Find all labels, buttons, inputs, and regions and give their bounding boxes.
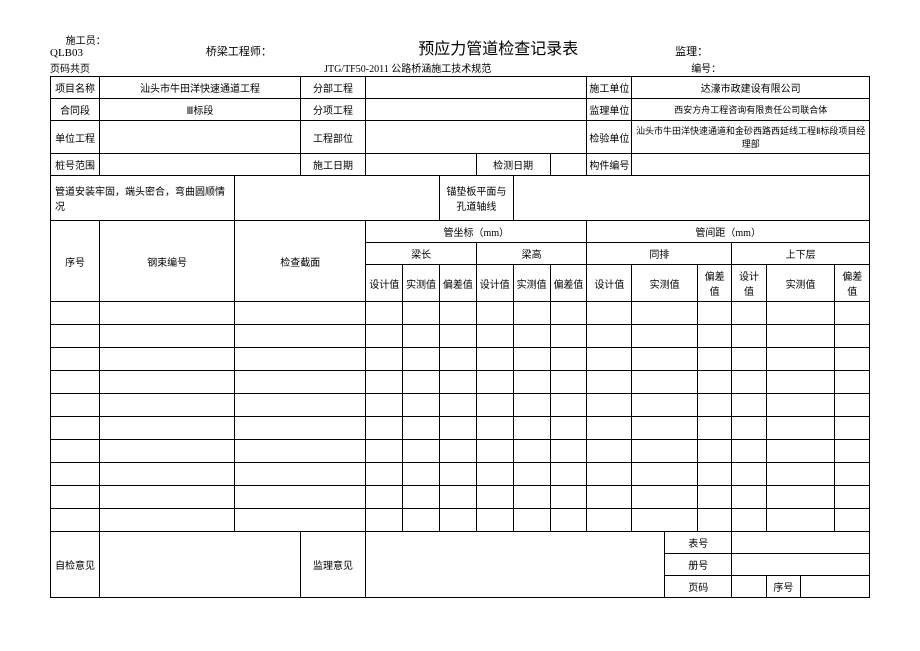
header-meta: QLB03 施工员： 桥梁工程师： 预应力管道检查记录表 监理：: [50, 35, 870, 59]
pile-range-value: [100, 154, 301, 176]
anchor-pad-value: [513, 176, 869, 221]
pipe-install-value: [235, 176, 440, 221]
construction-date-value: [366, 154, 477, 176]
pipe-install-label: 管道安装牢固，端头密合，弯曲圆顺情况: [51, 176, 235, 221]
book-no-value: [732, 554, 870, 576]
construction-unit: 达濠市政建设有限公司: [632, 77, 870, 99]
subitem-value: [366, 99, 587, 121]
bridge-engineer-label: 桥梁工程师：: [206, 46, 272, 58]
inspection-unit-label: 检验单位: [587, 121, 632, 154]
supervision-opinion-value: [366, 532, 665, 598]
pile-range-label: 桩号范围: [51, 154, 100, 176]
main-table: 项目名称 汕头市牛田洋快速通道工程 分部工程 施工单位 达濠市政建设有限公司 合…: [50, 76, 870, 598]
form-number-label: 编号：: [691, 64, 721, 75]
col-seq: 序号: [51, 221, 100, 302]
page-no-label: 页码: [665, 576, 732, 598]
component-number-value: [632, 154, 870, 176]
table-no-value: [732, 532, 870, 554]
col-beam-height: 梁高: [476, 243, 587, 265]
col-measured-4: 实测值: [766, 265, 835, 302]
info-row-2: 合同段 Ⅲ标段 分项工程 监理单位 西安方舟工程咨询有限责任公司联合体: [51, 99, 870, 121]
supervision-unit: 西安方舟工程咨询有限责任公司联合体: [632, 99, 870, 121]
construction-date-label: 施工日期: [300, 154, 366, 176]
col-up-down: 上下层: [732, 243, 870, 265]
data-row: [51, 463, 870, 486]
col-deviation-3: 偏差值: [697, 265, 731, 302]
data-row: [51, 325, 870, 348]
col-pipe-dist: 管间距（mm）: [587, 221, 870, 243]
data-row: [51, 302, 870, 325]
header-row-1: 序号 钢束编号 检查截面 管坐标（mm） 管间距（mm）: [51, 221, 870, 243]
project-part-value: [366, 121, 587, 154]
unit-project-label: 单位工程: [51, 121, 100, 154]
col-deviation-2: 偏差值: [550, 265, 587, 302]
info-row-4: 桩号范围 施工日期 检测日期 构件编号: [51, 154, 870, 176]
col-bundle: 钢束编号: [100, 221, 235, 302]
seq-no-value: [801, 576, 870, 598]
data-row: [51, 371, 870, 394]
contract-label: 合同段: [51, 99, 100, 121]
component-number-label: 构件编号: [587, 154, 632, 176]
subproject-label: 分部工程: [300, 77, 366, 99]
form-title: 预应力管道检查记录表: [381, 35, 615, 59]
col-measured-2: 实测值: [513, 265, 550, 302]
col-section: 检查截面: [235, 221, 366, 302]
data-row: [51, 417, 870, 440]
subitem-label: 分项工程: [300, 99, 366, 121]
inspection-unit: 汕头市牛田洋快速通道和金砂西路西延线工程Ⅱ标段项目经理部: [632, 121, 870, 154]
detection-date-value: [550, 154, 587, 176]
col-deviation-1: 偏差值: [439, 265, 476, 302]
col-same-row: 同排: [587, 243, 732, 265]
spec-label: JTG/TF50-2011 公路桥涵施工技术规范: [324, 64, 491, 75]
data-row: [51, 486, 870, 509]
info-row-3: 单位工程 工程部位 检验单位 汕头市牛田洋快速通道和金砂西路西延线工程Ⅱ标段项目…: [51, 121, 870, 154]
footer-row-1: 自检意见 监理意见 表号: [51, 532, 870, 554]
construction-person-label: 施工员：: [66, 36, 106, 47]
detection-date-label: 检测日期: [476, 154, 550, 176]
data-row: [51, 348, 870, 371]
contract-value: Ⅲ标段: [100, 99, 301, 121]
supervisor-label: 监理：: [675, 46, 708, 58]
construction-unit-label: 施工单位: [587, 77, 632, 99]
info-row-1: 项目名称 汕头市牛田洋快速通道工程 分部工程 施工单位 达濠市政建设有限公司: [51, 77, 870, 99]
form-code: QLB03: [50, 47, 83, 59]
col-deviation-4: 偏差值: [835, 265, 870, 302]
subproject-value: [366, 77, 587, 99]
self-check-label: 自检意见: [51, 532, 100, 598]
page-no-value: [732, 576, 766, 598]
data-row: [51, 394, 870, 417]
col-measured-1: 实测值: [403, 265, 440, 302]
table-no-label: 表号: [665, 532, 732, 554]
project-name-label: 项目名称: [51, 77, 100, 99]
supervision-opinion-label: 监理意见: [300, 532, 366, 598]
project-name: 汕头市牛田洋快速通道工程: [100, 77, 301, 99]
unit-project-value: [100, 121, 301, 154]
check-row: 管道安装牢固，端头密合，弯曲圆顺情况 锚垫板平面与孔道轴线: [51, 176, 870, 221]
data-row: [51, 440, 870, 463]
data-row: [51, 509, 870, 532]
col-measured-3: 实测值: [632, 265, 698, 302]
col-pipe-coord: 管坐标（mm）: [366, 221, 587, 243]
header-meta-2: 页码共页 JTG/TF50-2011 公路桥涵施工技术规范 编号：: [50, 60, 870, 75]
book-no-label: 册号: [665, 554, 732, 576]
col-beam-length: 梁长: [366, 243, 477, 265]
col-design-4: 设计值: [732, 265, 766, 302]
page-label: 页码共页: [50, 64, 90, 75]
self-check-value: [100, 532, 301, 598]
col-design-2: 设计值: [476, 265, 513, 302]
seq-no-label: 序号: [766, 576, 800, 598]
col-design-3: 设计值: [587, 265, 632, 302]
project-part-label: 工程部位: [300, 121, 366, 154]
supervision-unit-label: 监理单位: [587, 99, 632, 121]
anchor-pad-label: 锚垫板平面与孔道轴线: [439, 176, 513, 221]
col-design-1: 设计值: [366, 265, 403, 302]
